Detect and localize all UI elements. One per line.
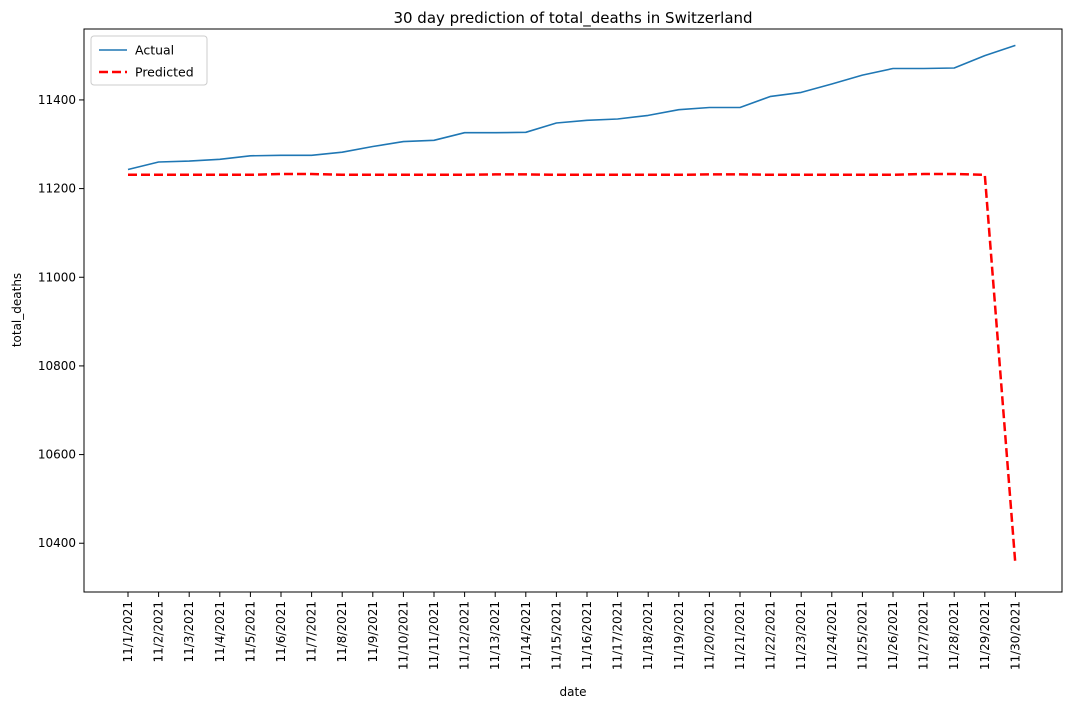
x-tick-label: 11/8/2021	[335, 601, 349, 663]
series-line-predicted	[128, 172, 1017, 565]
x-tick-label: 11/12/2021	[458, 601, 472, 670]
x-axis-label: date	[559, 685, 586, 699]
x-tick-label: 11/25/2021	[855, 601, 869, 670]
legend-label-predicted: Predicted	[135, 65, 194, 80]
x-tick-label: 11/19/2021	[672, 601, 686, 670]
x-tick-label: 11/29/2021	[978, 601, 992, 670]
x-tick-label: 11/30/2021	[1008, 601, 1022, 670]
x-axis: 11/1/2021 11/2/2021 11/3/2021 11/4/2021 11/5…	[121, 592, 1022, 670]
chart-title: 30 day prediction of total_deaths in Swi…	[393, 9, 752, 28]
x-tick-label: 11/22/2021	[764, 601, 778, 670]
x-tick-label: 11/3/2021	[182, 601, 196, 663]
x-tick-label: 11/28/2021	[947, 601, 961, 670]
plot-frame	[83, 28, 1063, 593]
x-tick-label: 11/16/2021	[580, 601, 594, 670]
y-tick-label: 10600	[38, 448, 76, 462]
y-tick-label: 10400	[38, 536, 76, 550]
x-tick-label: 11/27/2021	[917, 601, 931, 670]
x-tick-label: 11/6/2021	[274, 601, 288, 663]
x-tick-label: 11/24/2021	[825, 601, 839, 670]
x-tick-label: 11/4/2021	[213, 601, 227, 663]
x-tick-label: 11/17/2021	[611, 601, 625, 670]
x-tick-label: 11/15/2021	[549, 601, 563, 670]
y-tick-label: 11200	[38, 182, 76, 196]
x-tick-label: 11/9/2021	[366, 601, 380, 663]
legend: Actual Predicted	[90, 35, 208, 86]
y-tick-label: 11400	[38, 93, 76, 107]
x-tick-label: 11/7/2021	[305, 601, 319, 663]
y-tick-label: 11000	[38, 270, 76, 284]
x-tick-label: 11/18/2021	[641, 601, 655, 670]
x-tick-label: 11/5/2021	[243, 601, 257, 663]
x-tick-label: 11/2/2021	[152, 601, 166, 663]
y-axis: 10400 10600 10800 11000 11200 11400	[38, 93, 84, 550]
x-tick-label: 11/21/2021	[733, 601, 747, 670]
legend-label-actual: Actual	[135, 43, 174, 58]
x-tick-label: 11/11/2021	[427, 601, 441, 670]
series-line-actual	[127, 44, 1016, 171]
y-axis-label: total_deaths	[10, 273, 24, 347]
y-tick-label: 10800	[38, 359, 76, 373]
x-tick-label: 11/23/2021	[794, 601, 808, 670]
x-tick-label: 11/20/2021	[702, 601, 716, 670]
x-tick-label: 11/26/2021	[886, 601, 900, 670]
x-tick-label: 11/14/2021	[519, 601, 533, 670]
plot-area	[127, 44, 1017, 565]
x-tick-label: 11/13/2021	[488, 601, 502, 670]
x-tick-label: 11/10/2021	[396, 601, 410, 670]
x-tick-label: 11/1/2021	[121, 601, 135, 663]
